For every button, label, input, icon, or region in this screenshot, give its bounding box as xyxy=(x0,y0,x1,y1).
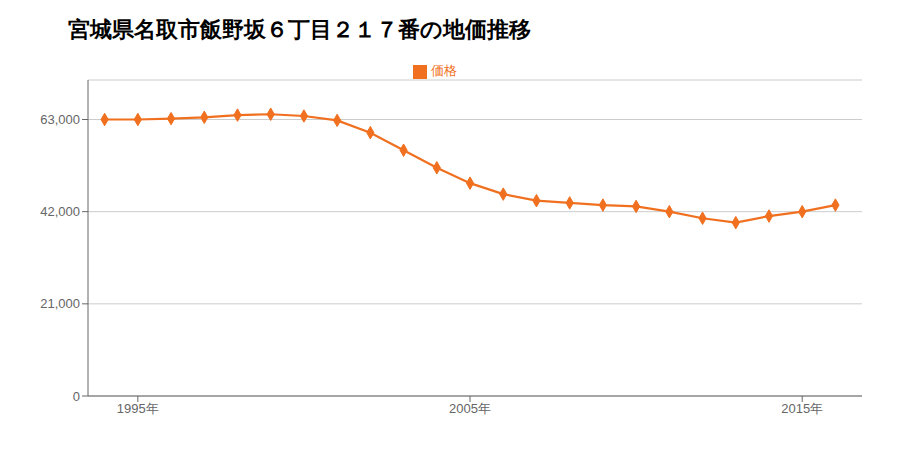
html-text:宮城県名取市飯野坂６丁目２１７番の地価推移: 宮城県名取市飯野坂６丁目２１７番の地価推移 xyxy=(68,17,531,42)
svg-text:2015年: 2015年 xyxy=(781,401,823,416)
svg-text:42,000: 42,000 xyxy=(40,204,80,219)
svg-text:63,000: 63,000 xyxy=(40,112,80,127)
svg-text:1995年: 1995年 xyxy=(117,401,159,416)
svg-text:21,000: 21,000 xyxy=(40,296,80,311)
svg-text:0: 0 xyxy=(73,389,80,404)
svg-text:2005年: 2005年 xyxy=(449,401,491,416)
html-text:価格: 価格 xyxy=(431,63,457,78)
